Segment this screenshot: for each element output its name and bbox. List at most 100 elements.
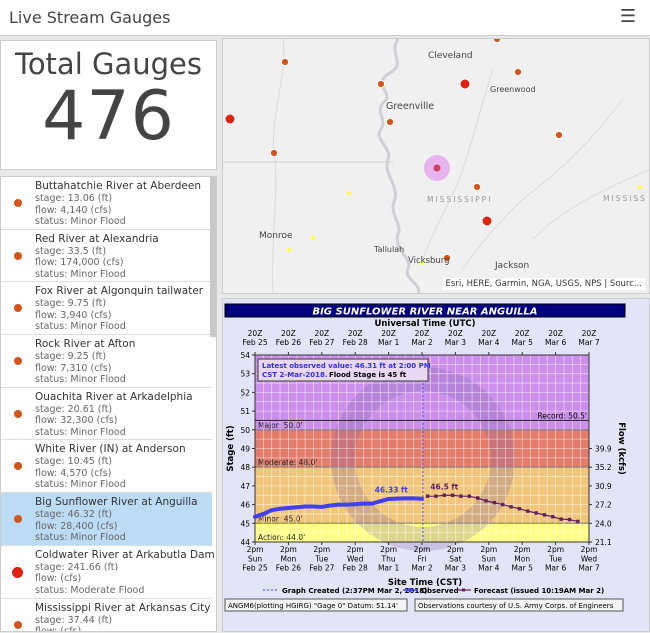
top-x-tick-label: Mar 1 [378, 338, 400, 347]
flood-status-dot-icon [14, 409, 22, 418]
gauge-marker[interactable] [347, 191, 351, 195]
bottom-x-tick-label: 2pm [514, 545, 531, 554]
observed-point [311, 504, 316, 509]
gauge-marker[interactable] [481, 215, 493, 227]
forecast-point [467, 494, 472, 498]
gauge-stage: stage: 10.45 (ft) [35, 456, 113, 468]
map-view[interactable]: Cleveland Greenwood Greenville MISSISSIPPI M… [222, 38, 650, 294]
map-place-label: Greenville [386, 101, 434, 112]
gauge-list-item[interactable]: White River (IN) at Anderson stage: 10.4… [1, 440, 212, 494]
top-x-tick-label: 20Z [281, 329, 296, 338]
top-x-tick-label: 20Z [481, 329, 496, 338]
top-x-tick-label: 20Z [415, 329, 430, 338]
gauge-flow: flow: (cfs) [35, 626, 82, 632]
observed-point [386, 496, 391, 501]
gauge-marker[interactable] [269, 148, 279, 158]
forecast-point [526, 509, 530, 513]
flood-status-dot-icon [14, 251, 22, 260]
peak-value-label: 46.5 ft [430, 482, 458, 491]
observed-point [403, 496, 408, 501]
gauge-marker[interactable] [638, 185, 642, 189]
gauge-marker[interactable] [280, 57, 290, 67]
bottom-x-tick-label: Mar 6 [545, 564, 567, 573]
bottom-x-tick-label: 2pm [280, 545, 297, 554]
observed-point [269, 508, 274, 513]
app-title: Live Stream Gauges [9, 8, 171, 27]
observed-point [369, 501, 374, 506]
hamburger-icon[interactable]: ☰ [619, 6, 636, 27]
gauge-marker[interactable] [376, 79, 386, 89]
y-tick-label: 45 [240, 519, 250, 528]
gauge-status: status: Minor Flood [35, 374, 126, 386]
y-axis-label: Stage (ft) [226, 425, 236, 471]
top-x-tick-label: Mar 6 [545, 338, 567, 347]
gauge-list-item[interactable]: Fox River at Algonquin tailwater stage: … [1, 282, 212, 336]
observed-point [344, 502, 349, 507]
y-tick-label: 50 [240, 426, 250, 435]
map-place-label: MISSISS [603, 194, 647, 203]
gauge-marker[interactable] [420, 261, 424, 265]
forecast-point [576, 519, 580, 524]
hydrograph-chart: BIG SUNFLOWER RIVER NEAR ANGUILLAUnivers… [224, 303, 626, 612]
bottom-x-tick-label: Feb 27 [309, 564, 334, 573]
observed-point [253, 514, 257, 519]
observed-point [294, 505, 299, 510]
gauge-status: status: Moderate Flood [35, 584, 145, 596]
gauge-flow: flow: (cfs) [35, 573, 82, 585]
map-attribution[interactable]: Esri, HERE, Garmin, NGA, USGS, NPS | Sou… [442, 278, 645, 290]
y-tick-label: 53 [240, 370, 250, 379]
gauge-list-item[interactable]: Ouachita River at Arkadelphia stage: 20.… [1, 388, 212, 441]
gauge-marker[interactable] [492, 39, 502, 44]
forecast-point [559, 517, 563, 521]
gauge-stage: stage: 241.66 (ft) [35, 561, 119, 573]
gauge-flow: flow: 7,310 (cfs) [35, 362, 112, 374]
gauge-marker[interactable] [224, 113, 236, 125]
legend-forecast: Forecast (issued 10:19AM Mar 2) [474, 587, 604, 595]
gauge-marker[interactable] [554, 130, 564, 140]
gauge-list-item[interactable]: Coldwater River at Arkabutla Dam stage: … [1, 546, 215, 599]
list-scrollbar[interactable] [210, 177, 216, 337]
gauge-flow: flow: 174,000 (cfs) [35, 257, 124, 269]
gauge-marker[interactable] [442, 253, 452, 263]
gauge-list-item[interactable]: Buttahatchie River at Aberdeen stage: 13… [1, 177, 212, 230]
gauge-list-item[interactable]: Big Sunflower River at Anguilla stage: 4… [1, 493, 212, 546]
map-canvas[interactable]: Cleveland Greenwood Greenville MISSISSIPPI M… [223, 39, 650, 294]
forecast-point [484, 499, 488, 503]
flood-status-dot-icon [14, 620, 22, 629]
bottom-x-tick-label: Tue [548, 554, 562, 563]
y2-axis-label: Flow (kcfs) [616, 422, 626, 475]
gauge-flow: flow: 4,140 (cfs) [35, 204, 112, 216]
flood-status-dot-icon [14, 357, 22, 366]
observed-point [278, 506, 283, 511]
bottom-x-tick-label: 2pm [313, 545, 330, 554]
y-tick-label: 51 [240, 407, 250, 416]
top-x-tick-label: Mar 3 [445, 338, 467, 347]
y-tick-label: 52 [240, 388, 250, 397]
bottom-x-tick-label: 2pm [380, 545, 397, 554]
map-tributaries [272, 39, 649, 293]
record-label: Record: 50.5' [537, 411, 587, 420]
gauge-marker[interactable] [385, 117, 395, 127]
gauge-list-item[interactable]: Rock River at Afton stage: 9.25 (ft) flo… [1, 335, 212, 388]
bottom-x-tick-label: Mar 7 [578, 564, 600, 573]
observed-point [353, 502, 358, 507]
observed-point [319, 504, 324, 509]
gauge-list-item[interactable]: Red River at Alexandria stage: 33.5 (ft)… [1, 230, 212, 283]
courtesy-text: Observations courtesy of U.S. Army Corps… [418, 602, 614, 610]
observed-point [286, 505, 291, 510]
gauge-marker[interactable] [459, 78, 471, 90]
gauge-marker[interactable] [513, 67, 523, 77]
flood-band-label: Action: 44.0' [258, 533, 305, 542]
gauge-status: status: Minor Flood [35, 216, 126, 227]
gauge-marker[interactable] [472, 182, 482, 192]
gauge-name: Rock River at Afton [35, 338, 136, 351]
bottom-x-tick-label: Sun [482, 554, 497, 563]
selected-gauge-marker[interactable] [433, 164, 441, 172]
gauge-list-item[interactable]: Mississippi River at Arkansas City stage… [1, 599, 212, 632]
gauge-marker[interactable] [287, 248, 291, 252]
top-x-tick-label: 20Z [582, 329, 597, 338]
gauge-marker[interactable] [311, 236, 315, 240]
gauge-list: Buttahatchie River at Aberdeen stage: 13… [0, 176, 217, 632]
bottom-x-tick-label: 2pm [447, 545, 464, 554]
bottom-x-tick-label: 2pm [247, 545, 264, 554]
